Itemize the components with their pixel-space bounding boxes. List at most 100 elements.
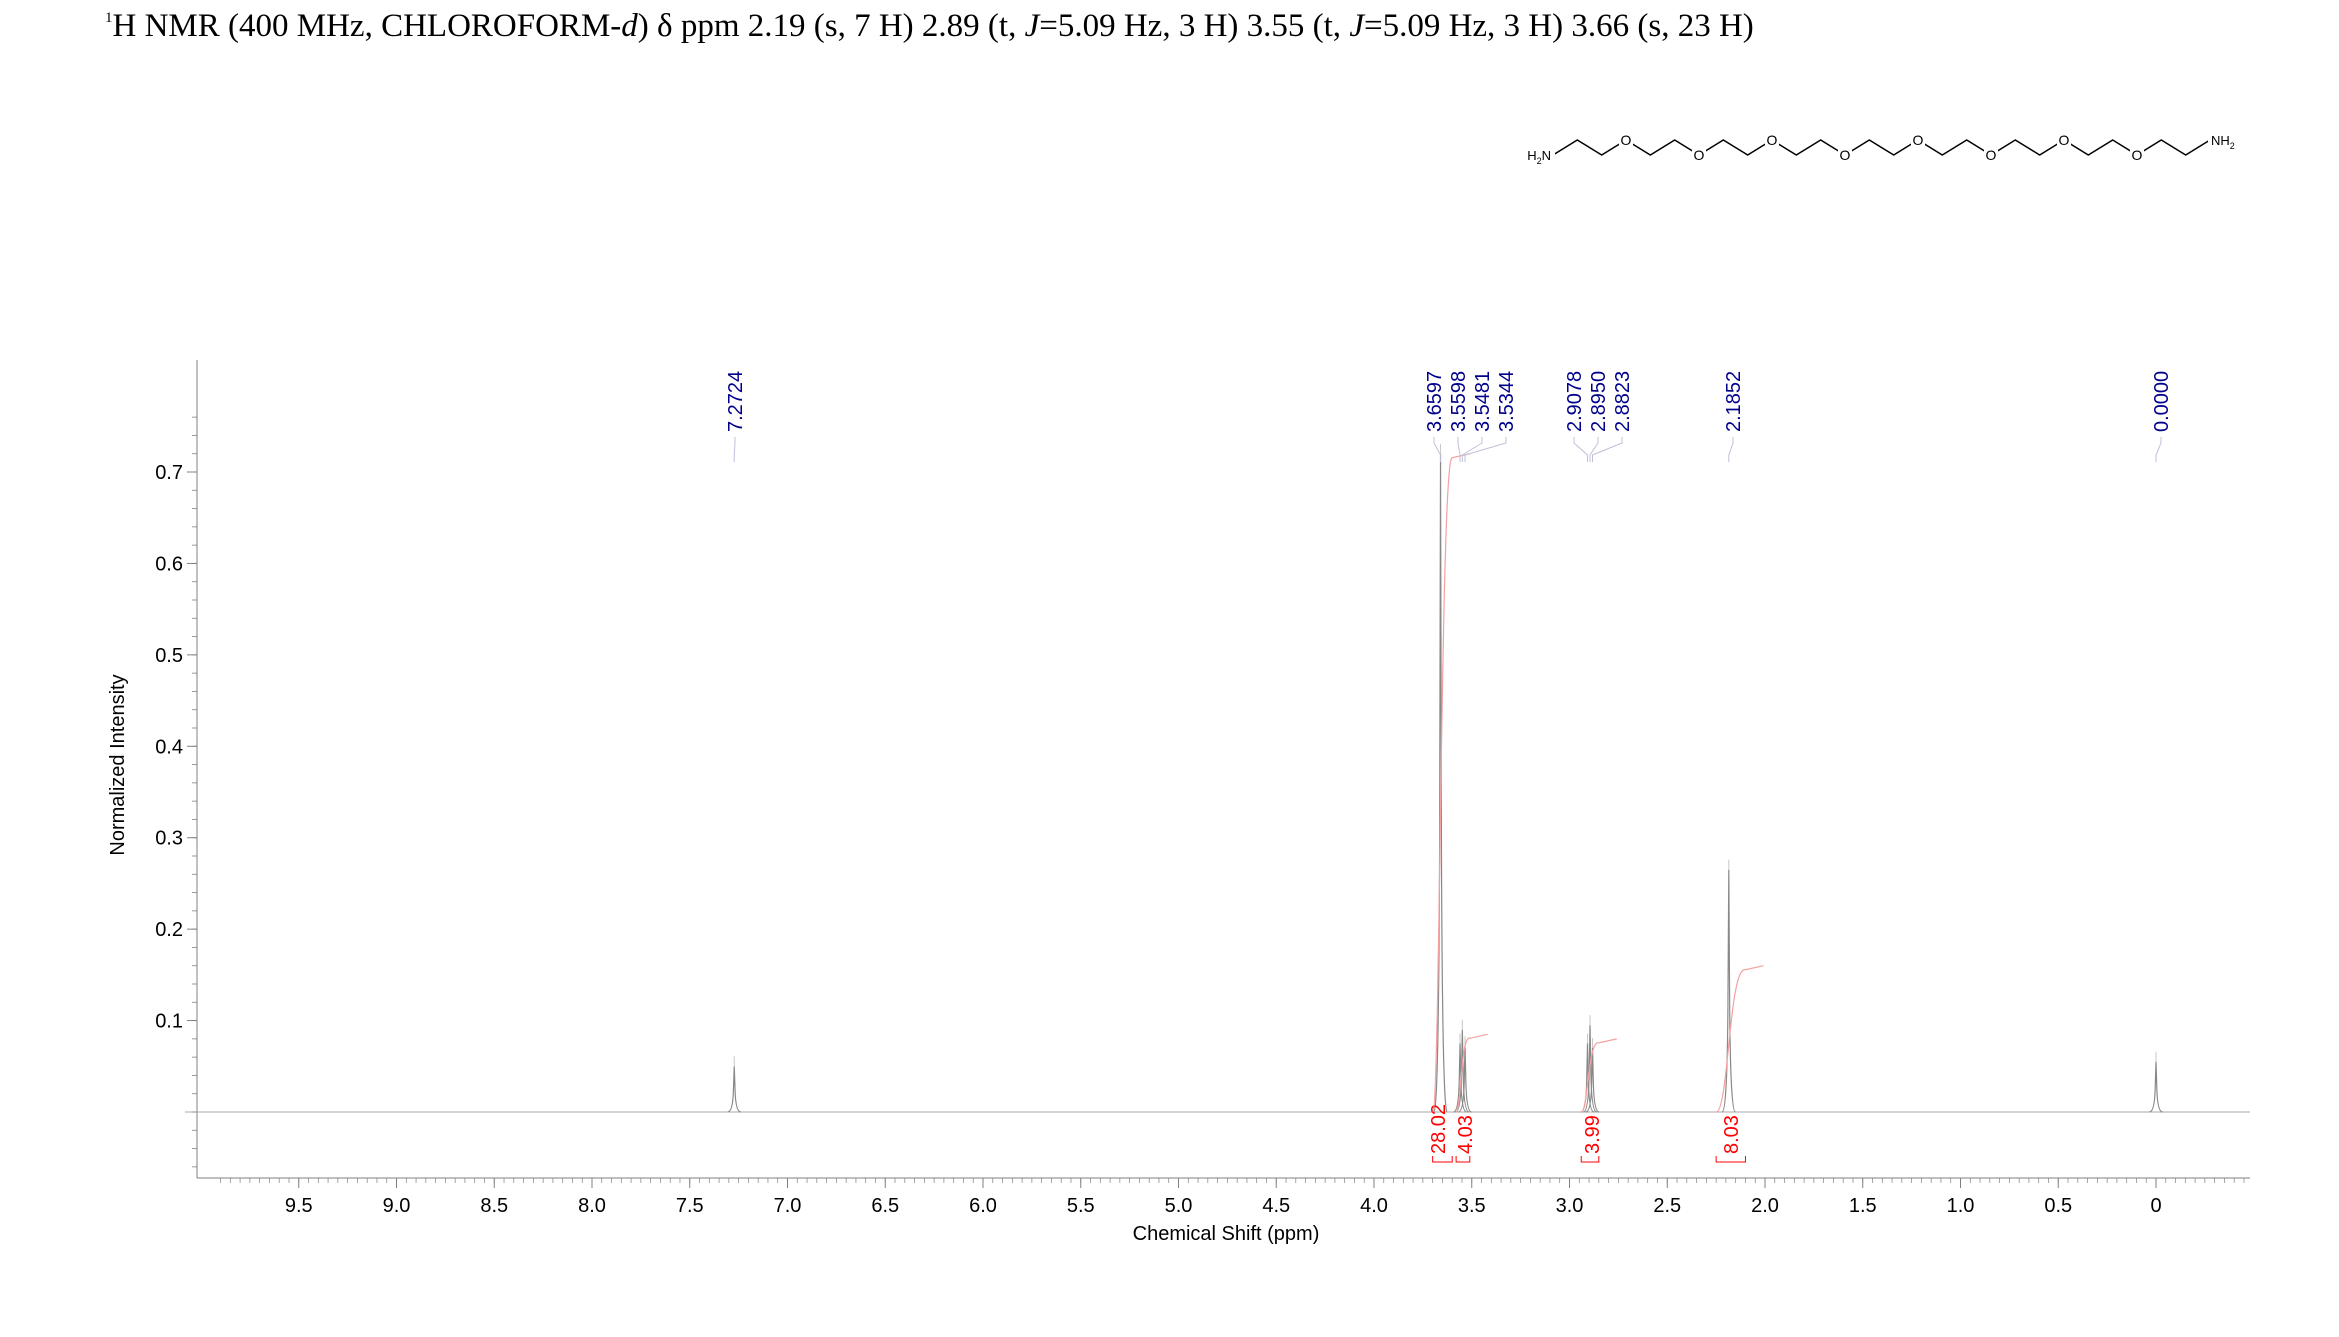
title-prefix: H NMR (400 MHz, CHLOROFORM- bbox=[112, 8, 622, 44]
integral-curve bbox=[1580, 1038, 1617, 1113]
spectrum-trace bbox=[727, 443, 2163, 1113]
peak-label-group: 7.2724 3.6597 3.5598 3.5481 3.5344 2.9078 2.89… bbox=[725, 371, 2173, 462]
peak-label-connector bbox=[733, 437, 736, 462]
peak-label-connector bbox=[1464, 437, 1507, 462]
integral-bracket bbox=[1715, 1156, 1746, 1163]
x-tick-label: 0 bbox=[2150, 1195, 2161, 1217]
peak-label-connector bbox=[1461, 437, 1483, 462]
left-amine-mask bbox=[1519, 145, 1555, 165]
peak-label-connector bbox=[1457, 437, 1461, 462]
peak-shift-label: 2.1852 bbox=[1723, 371, 1745, 432]
molecule-chain bbox=[1552, 139, 2211, 156]
title-peaks-1: ppm 2.19 (s, 7 H) 2.89 (t, bbox=[680, 8, 1025, 44]
spectrum-peak bbox=[2149, 1061, 2163, 1113]
spectrum-title: 1H NMR (400 MHz, CHLOROFORM-d) δ ppm 2.1… bbox=[105, 8, 1754, 45]
x-tick-label: 4.0 bbox=[1360, 1195, 1388, 1217]
x-tick-label: 6.0 bbox=[969, 1195, 997, 1217]
y-tick-label: 0.2 bbox=[155, 919, 183, 941]
peak-shift-label: 7.2724 bbox=[725, 371, 747, 432]
integral-group: 28.02 4.03 3.99 8.03 bbox=[1428, 453, 1764, 1163]
integral-bracket bbox=[1580, 1156, 1600, 1163]
oxygen-atom-label: O bbox=[2132, 147, 2143, 163]
peak-shift-label: 3.6597 bbox=[1424, 371, 1446, 432]
isotope-superscript: 1 bbox=[105, 10, 113, 26]
oxygen-atom-mask bbox=[1692, 146, 1706, 162]
peak-label-connector bbox=[1592, 437, 1623, 462]
integral-bracket bbox=[1455, 1156, 1471, 1163]
x-tick-label: 1.0 bbox=[1947, 1195, 1975, 1217]
x-tick-label: 9.5 bbox=[285, 1195, 313, 1217]
x-tick-label: 2.0 bbox=[1751, 1195, 1779, 1217]
x-tick-label: 3.5 bbox=[1458, 1195, 1486, 1217]
title-solvent-d: d bbox=[621, 8, 638, 44]
y-tick-label: 0.5 bbox=[155, 645, 183, 667]
y-tick-label: 0.1 bbox=[155, 1011, 183, 1033]
spectrum-peak bbox=[1453, 1043, 1467, 1113]
oxygen-atom-mask bbox=[1838, 146, 1852, 162]
oxygen-atom-label: O bbox=[1986, 147, 1997, 163]
peak-shift-label: 2.9078 bbox=[1564, 371, 1586, 432]
x-tick-label: 7.0 bbox=[774, 1195, 802, 1217]
y-tick-label: 0.3 bbox=[155, 828, 183, 850]
oxygen-atom-label: O bbox=[1767, 132, 1778, 148]
peak-label-connector bbox=[1433, 437, 1442, 462]
integral-bracket bbox=[1432, 1156, 1453, 1163]
oxygen-atom-mask bbox=[1619, 131, 1633, 147]
x-tick-label: 5.0 bbox=[1165, 1195, 1193, 1217]
x-tick-label: 8.5 bbox=[480, 1195, 508, 1217]
integral-value-label: 4.03 bbox=[1455, 1115, 1477, 1154]
oxygen-atom-mask bbox=[1765, 131, 1779, 147]
y-axis-label: Normalized Intensity bbox=[107, 674, 129, 855]
oxygen-atom-mask bbox=[2130, 146, 2144, 162]
peak-label-connector bbox=[1573, 437, 1589, 462]
x-tick-label: 0.5 bbox=[2044, 1195, 2072, 1217]
x-tick-label: 1.5 bbox=[1849, 1195, 1877, 1217]
peak-label-connector bbox=[1589, 437, 1599, 462]
peak-shift-label: 3.5598 bbox=[1448, 371, 1470, 432]
peak-shift-label: 2.8823 bbox=[1612, 371, 1634, 432]
title-delta: δ bbox=[657, 8, 673, 44]
y-tick-label: 0.6 bbox=[155, 553, 183, 575]
oxygen-atom-mask bbox=[1984, 146, 1998, 162]
x-tick-label: 5.5 bbox=[1067, 1195, 1095, 1217]
chart-axes: 0.1 0.2 0.3 0.4 0.5 0.6 0.7 9.5 9.0 8.5 8.0 7.5 7.0 6… bbox=[155, 360, 2250, 1217]
spectrum-peak bbox=[1721, 869, 1736, 1113]
x-axis-label: Chemical Shift (ppm) bbox=[1133, 1223, 1320, 1245]
left-amine-label: H2N bbox=[1527, 148, 1551, 166]
title-peaks-2: =5.09 Hz, 3 H) 3.55 (t, bbox=[1039, 8, 1350, 44]
peak-label-connector bbox=[2155, 437, 2162, 462]
x-tick-label: 3.0 bbox=[1556, 1195, 1584, 1217]
integral-curve bbox=[1715, 965, 1764, 1113]
integral-value-label: 3.99 bbox=[1582, 1115, 1604, 1154]
x-tick-label: 6.5 bbox=[871, 1195, 899, 1217]
right-amine-label: NH2 bbox=[2211, 133, 2235, 151]
y-tick-label: 0.4 bbox=[155, 736, 183, 758]
x-tick-label: 4.5 bbox=[1262, 1195, 1290, 1217]
oxygen-atom-label: O bbox=[1694, 147, 1705, 163]
integral-value-label: 8.03 bbox=[1721, 1115, 1743, 1154]
y-tick-label: 0.7 bbox=[155, 462, 183, 484]
integral-curve bbox=[1455, 1033, 1488, 1113]
title-j-2: J bbox=[1349, 8, 1364, 44]
x-tick-label: 2.5 bbox=[1653, 1195, 1681, 1217]
molecule-structure: O O O O O O O O H2N NH2 bbox=[1519, 130, 2246, 166]
right-amine-mask bbox=[2208, 130, 2246, 150]
title-close-paren: ) bbox=[637, 8, 649, 44]
oxygen-atom-label: O bbox=[1840, 147, 1851, 163]
spectrum-peak bbox=[727, 1066, 742, 1113]
peak-shift-label: 2.8950 bbox=[1588, 371, 1610, 432]
oxygen-atom-mask bbox=[1911, 131, 1925, 147]
oxygen-atom-label: O bbox=[1621, 132, 1632, 148]
title-j-1: J bbox=[1024, 8, 1040, 44]
peak-shift-label: 3.5481 bbox=[1472, 371, 1494, 432]
x-tick-label: 7.5 bbox=[676, 1195, 704, 1217]
oxygen-atom-label: O bbox=[2059, 132, 2070, 148]
oxygen-atom-label: O bbox=[1913, 132, 1924, 148]
peak-label-connector bbox=[1728, 437, 1734, 462]
integral-curve bbox=[1432, 453, 1471, 1113]
peak-shift-label: 0.0000 bbox=[2151, 371, 2173, 432]
x-tick-label: 9.0 bbox=[383, 1195, 411, 1217]
title-peaks-3: =5.09 Hz, 3 H) 3.66 (s, 23 H) bbox=[1363, 8, 1754, 44]
integral-value-label: 28.02 bbox=[1428, 1104, 1450, 1154]
